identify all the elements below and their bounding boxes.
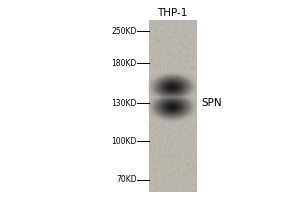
Text: 130KD: 130KD xyxy=(111,98,136,108)
Text: 70KD: 70KD xyxy=(116,176,136,184)
Text: SPN: SPN xyxy=(202,98,222,108)
Text: 180KD: 180KD xyxy=(111,58,136,68)
Bar xyxy=(148,20,196,192)
Text: 100KD: 100KD xyxy=(111,136,136,146)
Text: THP-1: THP-1 xyxy=(157,8,188,18)
Text: 250KD: 250KD xyxy=(111,26,136,36)
